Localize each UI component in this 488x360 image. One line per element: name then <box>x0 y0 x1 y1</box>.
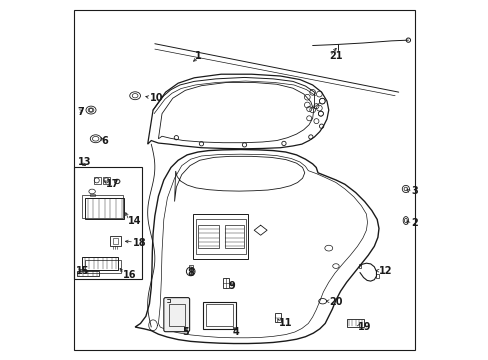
Text: 4: 4 <box>232 327 239 337</box>
Text: 13: 13 <box>78 157 91 167</box>
Text: 18: 18 <box>133 238 147 248</box>
FancyBboxPatch shape <box>163 298 189 332</box>
Text: 17: 17 <box>106 179 120 189</box>
Text: 10: 10 <box>149 93 163 103</box>
Text: 11: 11 <box>278 319 291 328</box>
Text: 1: 1 <box>194 51 201 61</box>
Text: 19: 19 <box>357 322 370 332</box>
Text: 20: 20 <box>328 297 342 307</box>
Text: 6: 6 <box>101 136 107 145</box>
Text: 15: 15 <box>76 266 89 276</box>
Text: 5: 5 <box>182 327 188 337</box>
Text: 2: 2 <box>410 218 417 228</box>
Text: 14: 14 <box>128 216 141 226</box>
Text: 8: 8 <box>187 268 194 278</box>
Text: 3: 3 <box>410 186 417 196</box>
Text: 12: 12 <box>378 266 392 276</box>
Text: 9: 9 <box>228 281 235 291</box>
Text: 21: 21 <box>328 51 342 61</box>
Text: 16: 16 <box>122 270 136 280</box>
Text: 7: 7 <box>78 107 84 117</box>
